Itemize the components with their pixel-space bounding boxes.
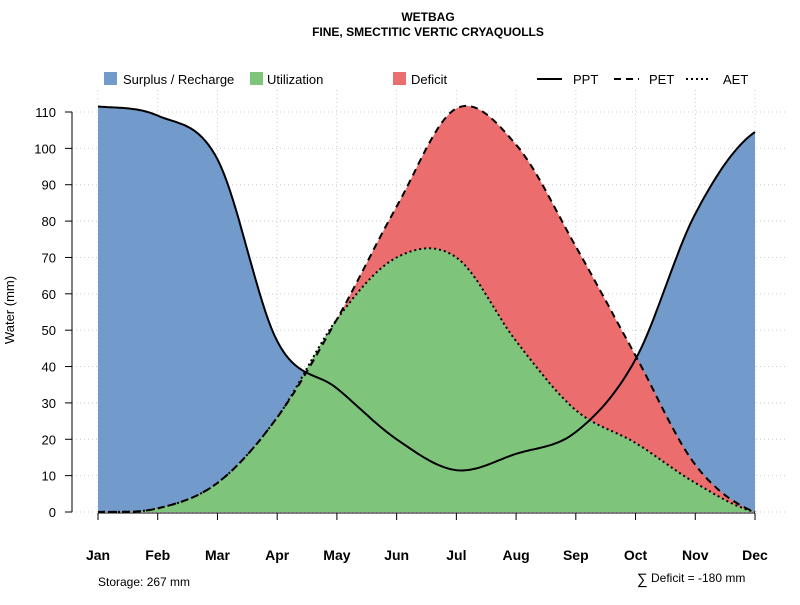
y-tick-label: 0 bbox=[49, 505, 56, 520]
y-tick-label: 70 bbox=[42, 250, 56, 265]
axes: Jan Feb Mar Apr May Jun Jul Aug Sep Oct Nov Dec 0 10 2… bbox=[34, 105, 768, 563]
surplus-area bbox=[98, 106, 755, 512]
x-tick-label: Jun bbox=[384, 547, 409, 563]
y-tick-label: 100 bbox=[34, 141, 56, 156]
x-tick-label: Mar bbox=[205, 547, 230, 563]
y-tick-label: 110 bbox=[35, 105, 56, 120]
utilization-area bbox=[98, 248, 755, 513]
y-tick-label: 20 bbox=[42, 432, 56, 447]
x-tick-label: Nov bbox=[682, 547, 709, 563]
legend-label-aet: AET bbox=[723, 72, 748, 87]
sum-icon: ∑ bbox=[637, 571, 648, 588]
x-tick-label: Jul bbox=[446, 547, 466, 563]
x-tick-label: Sep bbox=[563, 547, 589, 563]
legend-label-pet: PET bbox=[649, 72, 674, 87]
legend-label-utilization: Utilization bbox=[267, 72, 323, 87]
legend-label-ppt: PPT bbox=[573, 72, 598, 87]
legend-label-deficit: Deficit bbox=[411, 72, 448, 87]
x-tick-label: Aug bbox=[502, 547, 529, 563]
deficit-annotation: Deficit = -180 mm bbox=[651, 571, 745, 585]
x-tick-label: Oct bbox=[624, 547, 648, 563]
chart-subtitle: FINE, SMECTITIC VERTIC CRYAQUOLLS bbox=[312, 25, 544, 39]
x-tick-label: Feb bbox=[145, 547, 170, 563]
series-lines bbox=[97, 104, 756, 513]
storage-annotation: Storage: 267 mm bbox=[98, 575, 190, 589]
x-tick-label: May bbox=[323, 547, 350, 563]
x-tick-label: Jan bbox=[86, 547, 110, 563]
y-tick-label: 80 bbox=[42, 214, 56, 229]
legend-swatch-deficit bbox=[393, 72, 406, 85]
x-tick-label: Dec bbox=[742, 547, 768, 563]
series-line-ppt bbox=[97, 105, 756, 472]
x-tick-label: Apr bbox=[265, 547, 290, 563]
y-axis-label: Water (mm) bbox=[2, 276, 17, 344]
y-tick-label: 60 bbox=[42, 287, 56, 302]
y-tick-label: 50 bbox=[42, 323, 56, 338]
legend-label-surplus: Surplus / Recharge bbox=[123, 72, 234, 87]
y-tick-label: 40 bbox=[42, 360, 56, 375]
areas bbox=[98, 105, 755, 513]
series-line-pet bbox=[97, 104, 756, 513]
y-tick-label: 10 bbox=[42, 469, 56, 484]
legend-swatch-surplus bbox=[104, 72, 117, 85]
y-tick-label: 30 bbox=[42, 396, 56, 411]
legend: Surplus / Recharge Utilization Deficit P… bbox=[104, 72, 748, 87]
chart-title: WETBAG bbox=[401, 10, 454, 24]
legend-swatch-utilization bbox=[250, 72, 263, 85]
y-tick-label: 90 bbox=[42, 178, 56, 193]
